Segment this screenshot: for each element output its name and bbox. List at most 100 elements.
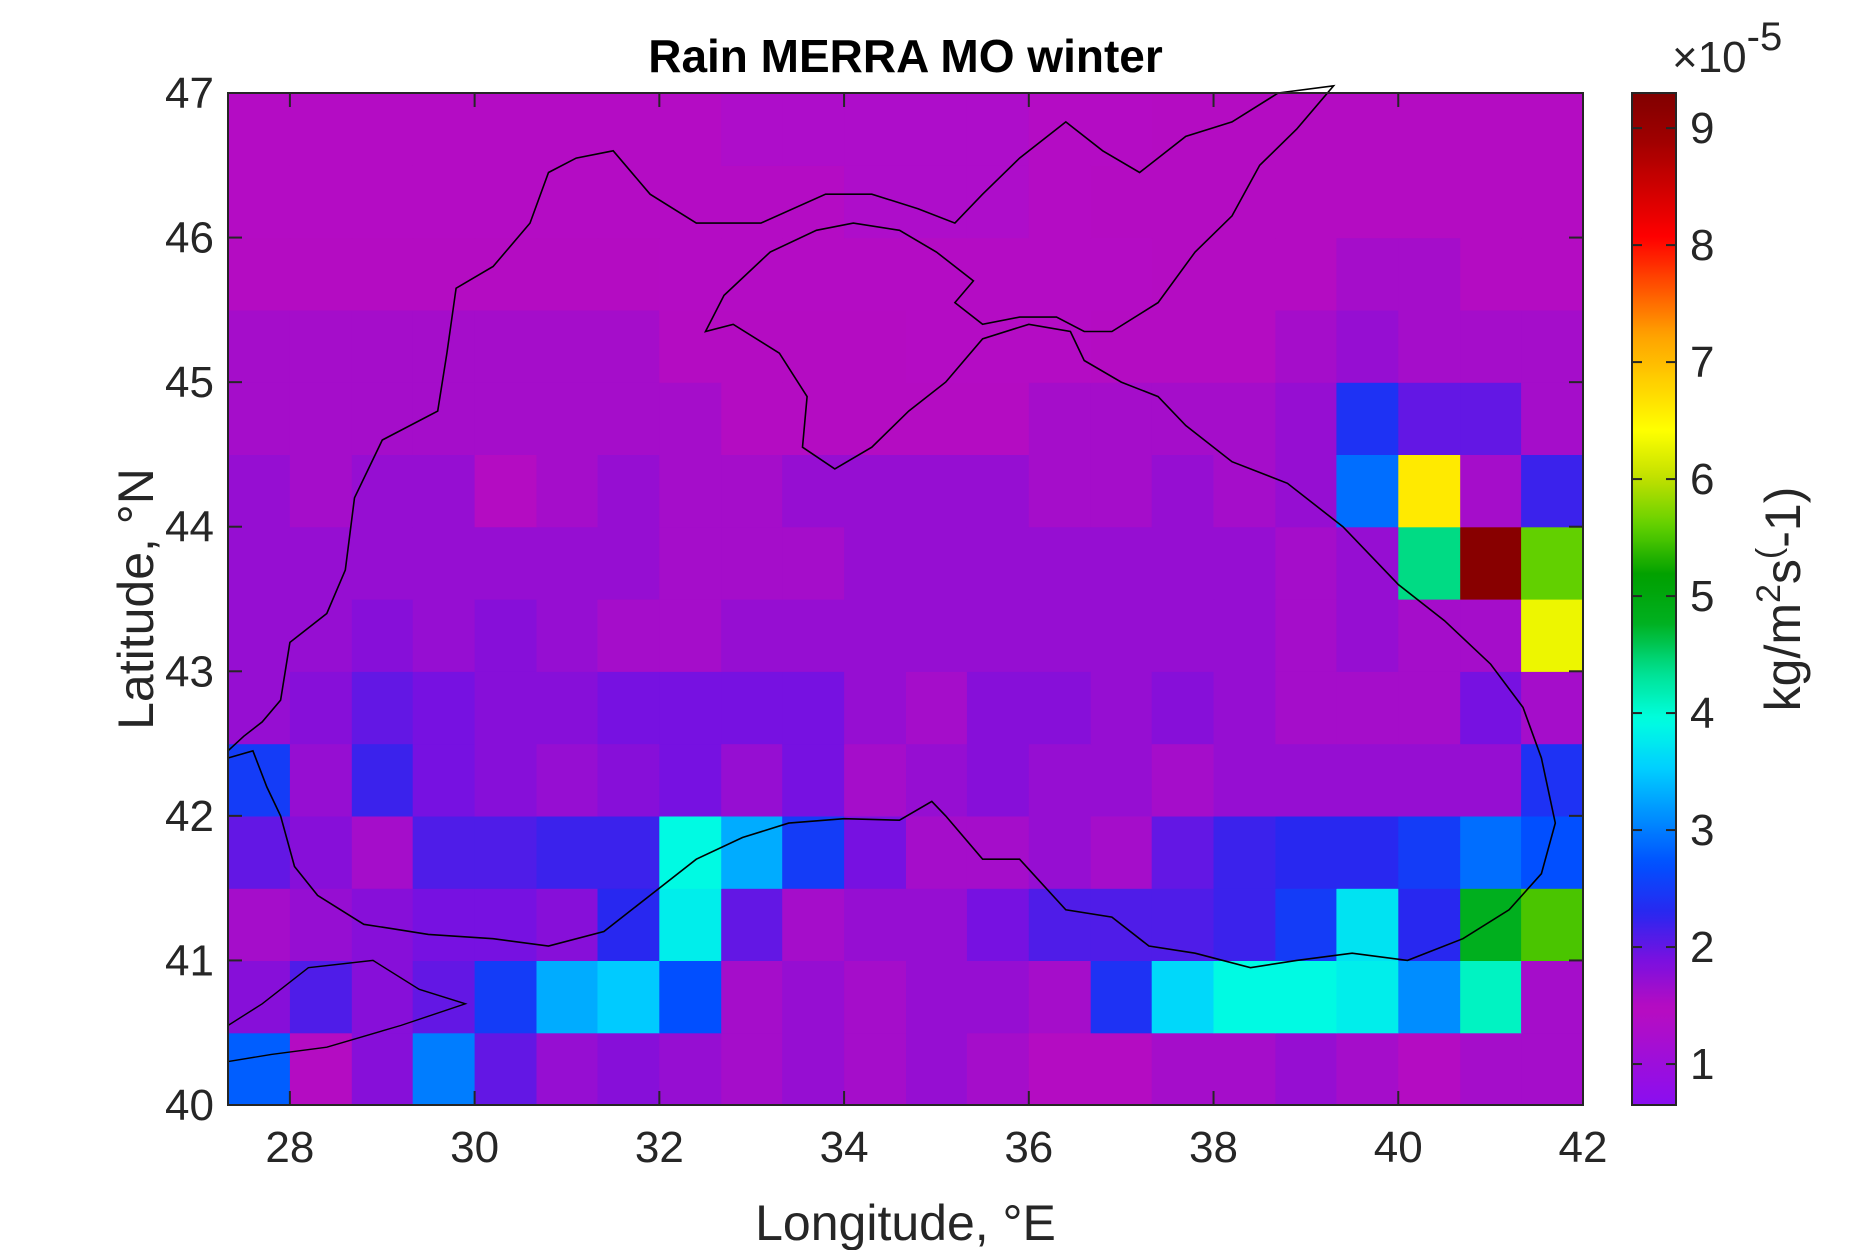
heatmap-cell [1213, 743, 1276, 817]
heatmap-cell [721, 888, 783, 961]
heatmap-cell [289, 671, 353, 745]
heatmap-cell [782, 237, 845, 311]
heatmap-cell [844, 1032, 907, 1106]
heatmap-cell [966, 1032, 1030, 1106]
heatmap-cell [966, 526, 1030, 600]
heatmap-cell [289, 93, 353, 166]
heatmap-cell [1336, 309, 1399, 383]
heatmap-cell [1213, 237, 1276, 311]
heatmap-cell [844, 309, 907, 383]
heatmap-cell [1521, 743, 1584, 817]
colorbar-label-part: -1) [1755, 487, 1811, 548]
heatmap-cell [536, 888, 599, 961]
heatmap-cell [597, 165, 660, 239]
heatmap-cell [1275, 454, 1337, 528]
heatmap-cell [536, 815, 599, 889]
colorbar-multiplier-exponent: -5 [1747, 15, 1783, 59]
heatmap-cell [782, 888, 845, 961]
heatmap-cell [906, 671, 968, 745]
heatmap-cell [721, 671, 783, 745]
heatmap-cell [782, 815, 845, 889]
colorbar-multiplier: ×10-5 [1672, 15, 1782, 82]
heatmap-cell [1151, 815, 1215, 889]
heatmap-cell [1460, 1032, 1522, 1106]
heatmap-cell [721, 454, 783, 528]
heatmap-cell [228, 1032, 291, 1106]
heatmap-cell [721, 309, 783, 383]
colorbar-multiplier-base: ×10 [1672, 33, 1747, 82]
heatmap-cell [351, 309, 414, 383]
heatmap-cell [228, 599, 291, 672]
heatmap-cell [474, 526, 538, 600]
heatmap-cell [536, 454, 599, 528]
heatmap-cell [1213, 960, 1276, 1034]
heatmap-cell [1090, 960, 1153, 1034]
heatmap-cell [1151, 526, 1215, 600]
heatmap-cell [659, 743, 722, 817]
heatmap-cell [659, 237, 722, 311]
heatmap-cell [1151, 309, 1215, 383]
heatmap-cell [966, 599, 1030, 672]
heatmap-cell [906, 382, 968, 455]
heatmap-cell [1090, 454, 1153, 528]
heatmap-cell [1151, 599, 1215, 672]
heatmap-cell [966, 165, 1030, 239]
heatmap-cell [1336, 1032, 1399, 1106]
heatmap-cell [1460, 960, 1522, 1034]
heatmap-cell [1213, 888, 1276, 961]
heatmap-cell [906, 237, 968, 311]
heatmap-cell [966, 888, 1030, 961]
heatmap-cell [844, 960, 907, 1034]
heatmap-cell [906, 93, 968, 166]
heatmap-cell [1398, 454, 1461, 528]
heatmap-cell [351, 671, 414, 745]
marmara-coastline [227, 959, 468, 1063]
heatmap-cell [1460, 526, 1522, 600]
heatmap-cell [1090, 743, 1153, 817]
heatmap-cell [412, 888, 476, 961]
heatmap-cell [844, 93, 907, 166]
heatmap-cell [351, 165, 414, 239]
heatmap-cell [1521, 599, 1584, 672]
heatmap-cell [1275, 599, 1337, 672]
heatmap-cell [597, 237, 660, 311]
colorbar-tick-label: 7 [1690, 338, 1714, 387]
heatmap-cell [659, 309, 722, 383]
heatmap-cell [1213, 526, 1276, 600]
heatmap-cell [289, 815, 353, 889]
heatmap-cell [536, 1032, 599, 1106]
heatmap-cell [228, 309, 291, 383]
heatmap-cell [412, 526, 476, 600]
colorbar-gradient [1631, 92, 1677, 1106]
heatmap-cell [1090, 526, 1153, 600]
heatmap-cell [1275, 309, 1337, 383]
heatmap-cell [1028, 960, 1092, 1034]
heatmap-cell [966, 382, 1030, 455]
heatmap-cell [1460, 309, 1522, 383]
heatmap-cell [474, 165, 538, 239]
heatmap-cell [228, 454, 291, 528]
heatmap-cell [597, 526, 660, 600]
heatmap-cell [659, 671, 722, 745]
coastline-path [227, 84, 1557, 969]
heatmap-cell [474, 93, 538, 166]
heatmap-cell [1213, 309, 1276, 383]
x-tick-label: 36 [1004, 1123, 1053, 1172]
colorbar-tick-label: 6 [1690, 455, 1714, 504]
heatmap-cell [1460, 93, 1522, 166]
heatmap-cells [228, 93, 1584, 1106]
heatmap-cell [906, 309, 968, 383]
heatmap-cell [1090, 1032, 1153, 1106]
heatmap-cell [289, 165, 353, 239]
heatmap-cell [1151, 888, 1215, 961]
heatmap-cell [1275, 93, 1337, 166]
heatmap-cell [351, 526, 414, 600]
heatmap-cell [721, 743, 783, 817]
heatmap-cell [1521, 815, 1584, 889]
heatmap-cell [721, 526, 783, 600]
heatmap-cell [1090, 671, 1153, 745]
heatmap-cell [474, 671, 538, 745]
heatmap-cell [1213, 1032, 1276, 1106]
